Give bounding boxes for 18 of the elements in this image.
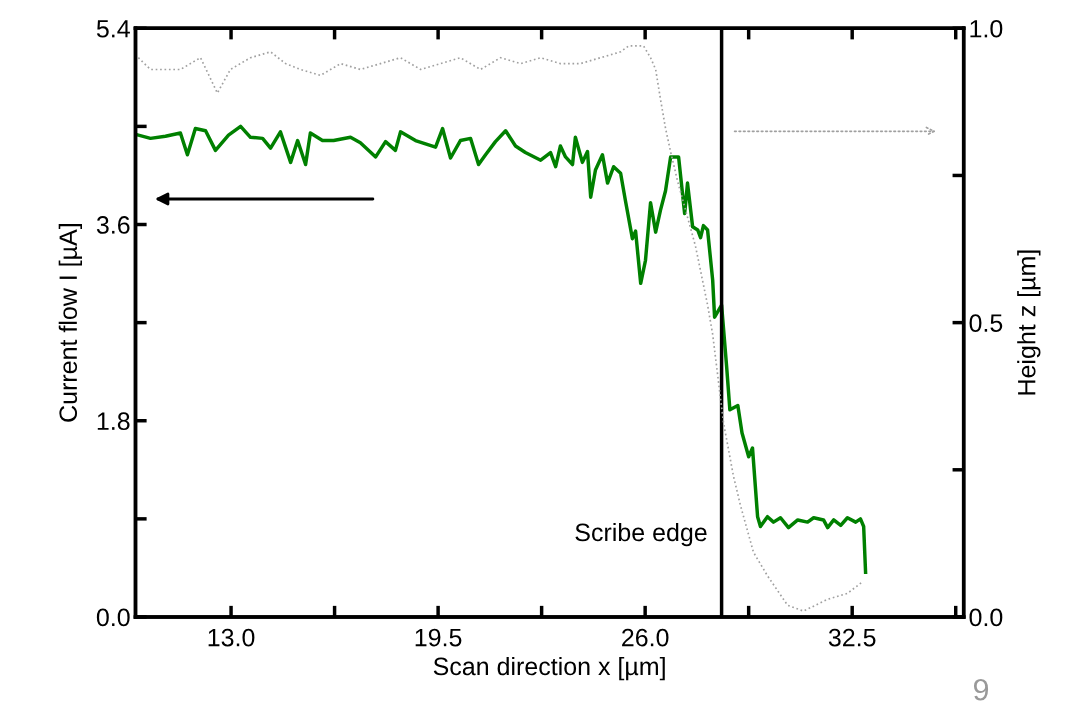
y2-tick-label: 1.0 bbox=[970, 19, 1003, 38]
y2-axis-title: Height z [µm] bbox=[1017, 250, 1041, 395]
x-tick-label: 19.5 bbox=[415, 628, 462, 647]
x-tick-label: 32.5 bbox=[828, 628, 876, 647]
y-tick-label: 3.6 bbox=[96, 216, 130, 234]
y2-tick-label: 0.5 bbox=[969, 314, 1003, 332]
ref-line-label: Scribe edge bbox=[575, 522, 707, 547]
line-series bbox=[136, 124, 868, 575]
y-tick-label: 0.0 bbox=[96, 608, 130, 627]
line-series bbox=[137, 45, 864, 612]
text: 9 bbox=[973, 678, 989, 701]
y-tick-label: 1.8 bbox=[97, 412, 130, 431]
x-tick-label: 26.0 bbox=[622, 628, 669, 647]
y2-tick-label: 0.0 bbox=[969, 608, 1003, 627]
x-axis-title: Scan direction x [µm] bbox=[433, 656, 665, 681]
x-tick-label: 13.0 bbox=[208, 628, 255, 647]
y-axis-title: Current flow I [µA] bbox=[58, 224, 82, 422]
y-tick-label: 5.4 bbox=[96, 20, 130, 38]
